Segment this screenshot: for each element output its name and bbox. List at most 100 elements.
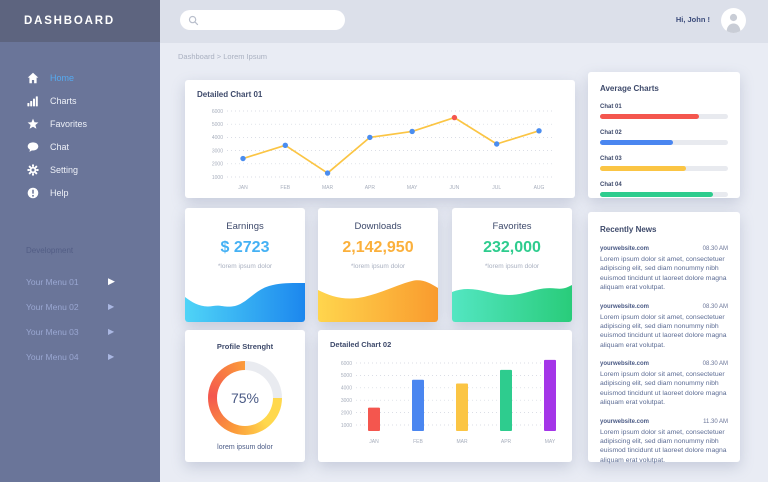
sidebar-item-help[interactable]: Help: [0, 181, 160, 204]
progress-track: [600, 114, 728, 119]
dev-item-label: Your Menu 04: [26, 351, 79, 362]
news-item-header: yourwebsite.com 08.30 AM: [600, 246, 728, 252]
profile-caption: lorem ipsum dolor: [217, 444, 273, 451]
news-body: Lorem ipsum dolor sit amet, consectetuer…: [600, 371, 727, 407]
sidebar-item-favorites[interactable]: Favorites: [0, 112, 160, 135]
svg-text:4000: 4000: [341, 386, 352, 392]
news-item[interactable]: yourwebsite.com 08.30 AM Lorem ipsum dolor…: [600, 246, 728, 293]
sidebar-item-label: Help: [50, 187, 69, 198]
progress-fill: [600, 140, 673, 145]
sidebar-item-label: Chat: [50, 141, 70, 152]
svg-text:4000: 4000: [212, 135, 223, 141]
progress-fill: [600, 192, 713, 197]
sidebar: DASHBOARD Home Charts Favorites Chat Setting…: [0, 0, 160, 482]
svg-text:5000: 5000: [212, 122, 223, 128]
average-charts-card: Average Charts Chat 01 Chat 02 Chat 03 Chat…: [588, 72, 740, 198]
average-bar-row: Chat 01: [600, 104, 728, 119]
sidebar-dev-item-2[interactable]: Your Menu 02 ▶: [0, 294, 160, 319]
svg-text:6000: 6000: [212, 109, 223, 115]
news-item[interactable]: yourwebsite.com 08.30 AM Lorem ipsum dolor…: [600, 361, 728, 408]
app-logo: DASHBOARD: [24, 15, 115, 27]
gear-icon: [26, 163, 39, 176]
average-bar-label: Chat 02: [600, 130, 622, 136]
svg-text:FEB: FEB: [280, 185, 290, 191]
average-bar-label: Chat 01: [600, 104, 622, 110]
progress-track: [600, 166, 728, 171]
svg-text:APR: APR: [501, 439, 512, 445]
person-icon: [726, 13, 741, 33]
sidebar-item-label: Home: [50, 72, 75, 83]
news-item-header: yourwebsite.com 08.30 AM: [600, 304, 728, 310]
average-bar-row: Chat 02: [600, 130, 728, 145]
news-source: yourwebsite.com: [600, 246, 650, 252]
sidebar-header: DASHBOARD: [0, 0, 160, 42]
chart02-title: Detailed Chart 02: [330, 340, 392, 349]
news-body: Lorem ipsum dolor sit amet, consectetuer…: [600, 256, 727, 292]
dev-item-label: Your Menu 02: [26, 301, 79, 312]
dev-item-label: Your Menu 03: [26, 326, 79, 337]
stat-sparkline: [318, 277, 438, 322]
stat-card-earnings: Earnings $ 2723 *lorem ipsum dolor: [185, 208, 305, 322]
sidebar-item-home[interactable]: Home: [0, 66, 160, 89]
stat-value: $ 2723: [220, 239, 270, 256]
sidebar-item-label: Charts: [50, 95, 77, 106]
news-item[interactable]: yourwebsite.com 11.30 AM Lorem ipsum dolor…: [600, 419, 728, 466]
search-icon: [188, 15, 199, 25]
svg-text:5000: 5000: [341, 373, 352, 379]
sidebar-item-label: Setting: [50, 164, 79, 175]
news-timestamp: 08.30 AM: [702, 246, 728, 252]
chat-icon: [26, 140, 39, 153]
help-icon: [26, 186, 39, 199]
average-bar-label: Chat 03: [600, 156, 622, 162]
news-timestamp: 08.30 AM: [702, 303, 728, 310]
play-arrow-icon: ▶: [108, 327, 115, 336]
svg-text:JUN: JUN: [450, 185, 460, 191]
charts-icon: [26, 94, 39, 107]
news-item-header: yourwebsite.com 08.30 AM: [600, 361, 728, 367]
play-arrow-icon: ▶: [108, 352, 115, 361]
average-bars: Chat 01 Chat 02 Chat 03 Chat 04: [600, 104, 728, 197]
svg-text:JAN: JAN: [369, 439, 379, 445]
search-bar[interactable]: [180, 10, 345, 30]
news-item[interactable]: yourwebsite.com 08.30 AM Lorem ipsum dolor…: [600, 304, 728, 351]
bar-chart: 6000 5000 4000 3000 2000 1000 JAN FEB MAR APR MAY: [341, 359, 556, 445]
user-greeting: Hi, John !: [675, 15, 710, 24]
progress-track: [600, 140, 728, 145]
stat-title: Downloads: [354, 221, 402, 232]
sidebar-item-setting[interactable]: Setting: [0, 158, 160, 181]
sidebar-item-label: Favorites: [50, 118, 88, 129]
stat-value: 232,000: [483, 239, 541, 256]
svg-text:6000: 6000: [341, 361, 352, 367]
profile-title: Profile Strenght: [216, 342, 274, 351]
svg-text:3000: 3000: [341, 398, 352, 404]
sidebar-item-chat[interactable]: Chat: [0, 135, 160, 158]
search-input[interactable]: [204, 15, 337, 25]
stat-value: 2,142,950: [342, 239, 414, 256]
news-item-header: yourwebsite.com 11.30 AM: [600, 419, 728, 425]
svg-text:1000: 1000: [212, 175, 223, 181]
news-title: Recently News: [600, 225, 657, 234]
sidebar-nav: Home Charts Favorites Chat Setting Help: [0, 66, 160, 204]
home-icon: [26, 71, 39, 84]
detailed-chart-02-card: Detailed Chart 02 6000 5000 4000 3000 2000 10…: [318, 330, 572, 462]
play-arrow-icon: ▶: [108, 276, 115, 286]
sidebar-dev-item-4[interactable]: Your Menu 04 ▶: [0, 344, 160, 369]
news-timestamp: 11.30 AM: [703, 418, 728, 425]
topbar: Hi, John !: [160, 0, 768, 43]
svg-text:3000: 3000: [212, 148, 223, 154]
play-arrow-icon: ▶: [108, 302, 115, 311]
sidebar-item-charts[interactable]: Charts: [0, 89, 160, 112]
news-source: yourwebsite.com: [600, 418, 650, 425]
average-bar-row: Chat 03: [600, 156, 728, 171]
recently-news-card: Recently News yourwebsite.com 08.30 AM Lor…: [588, 212, 740, 464]
user-avatar[interactable]: [721, 8, 746, 33]
sidebar-dev-item-1[interactable]: Your Menu 01 ▶: [0, 269, 160, 294]
svg-text:MAY: MAY: [407, 185, 418, 191]
donut-chart: 75%: [208, 361, 282, 435]
svg-text:MAY: MAY: [545, 439, 556, 445]
svg-text:1000: 1000: [341, 423, 352, 429]
sidebar-dev-item-3[interactable]: Your Menu 03 ▶: [0, 319, 160, 344]
sidebar-section-label: Development: [26, 246, 74, 255]
news-source: yourwebsite.com: [600, 303, 650, 310]
